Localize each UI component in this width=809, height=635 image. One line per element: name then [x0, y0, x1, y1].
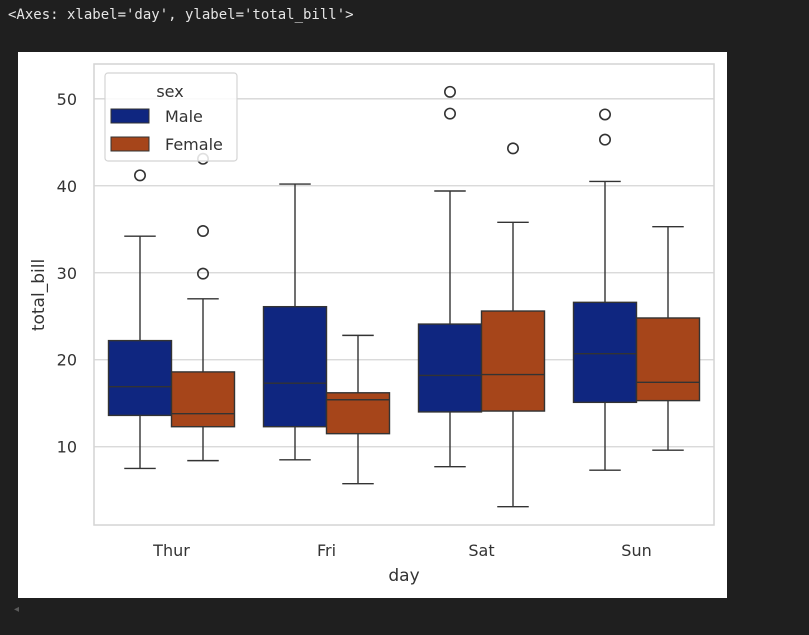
- legend-label-female: Female: [165, 135, 223, 154]
- outlier-point: [443, 85, 456, 98]
- box-female-thur: [170, 152, 236, 462]
- legend-swatch-male: [110, 108, 150, 124]
- box-female-sun: [635, 225, 701, 451]
- y-tick-label: 50: [57, 90, 77, 109]
- legend-title: sex: [156, 82, 183, 101]
- box-plot-chart: 10 20 30 40 50 Thur Fri Sat Sun day total_bill s…: [29, 63, 715, 586]
- x-tick-label: Fri: [317, 541, 336, 560]
- x-axis-label: day: [388, 566, 419, 586]
- iqr-box: [480, 310, 546, 412]
- outlier-point: [506, 142, 519, 155]
- legend: sex Male Female: [104, 72, 238, 162]
- iqr-box: [170, 371, 236, 428]
- y-tick-label: 40: [57, 177, 77, 196]
- scroll-left-arrow[interactable]: ◂: [14, 604, 20, 615]
- outlier-point: [598, 108, 611, 121]
- x-tick-label: Sat: [468, 541, 494, 560]
- iqr-box: [325, 392, 391, 435]
- outlier-point: [134, 169, 147, 182]
- iqr-box: [262, 305, 328, 428]
- outlier-point: [197, 225, 210, 238]
- y-tick-label: 20: [57, 351, 77, 370]
- box-male-fri: [262, 183, 328, 461]
- chart-panel: 10 20 30 40 50 Thur Fri Sat Sun day total_bill s…: [18, 52, 727, 598]
- box-male-sun: [572, 108, 638, 471]
- outlier-point: [443, 107, 456, 120]
- iqr-box: [572, 301, 638, 404]
- iqr-box: [107, 339, 173, 417]
- outlier-point: [598, 133, 611, 146]
- box-layer: [107, 85, 701, 508]
- y-tick-label: 10: [57, 438, 77, 457]
- box-male-sat: [417, 85, 483, 468]
- x-tick-label: Sun: [621, 541, 651, 560]
- iqr-box: [635, 317, 701, 402]
- tick-labels: 10 20 30 40 50 Thur Fri Sat Sun: [57, 90, 652, 560]
- box-female-fri: [325, 334, 391, 485]
- box-male-thur: [107, 169, 173, 470]
- y-axis-label: total_bill: [29, 259, 49, 331]
- legend-swatch-female: [110, 136, 150, 152]
- outlier-point: [197, 267, 210, 280]
- cell-output-text: <Axes: xlabel='day', ylabel='total_bill'…: [8, 7, 354, 23]
- box-female-sat: [480, 142, 546, 508]
- y-tick-label: 30: [57, 264, 77, 283]
- legend-label-male: Male: [165, 107, 203, 126]
- iqr-box: [417, 323, 483, 413]
- x-tick-label: Thur: [152, 541, 190, 560]
